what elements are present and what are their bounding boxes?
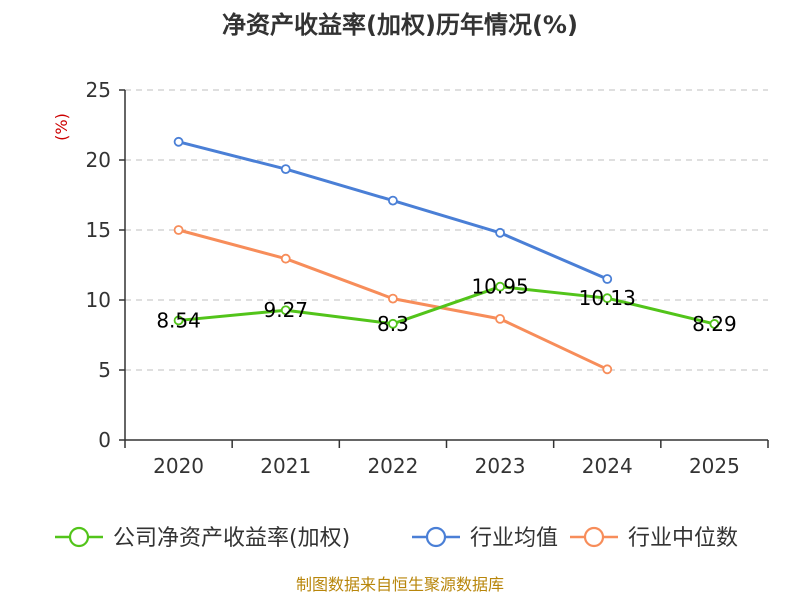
data-label: 8.54 [156,308,201,332]
data-point [495,281,505,292]
x-axis-ticks: 2020 2021 2022 2023 2024 2025 [124,440,769,478]
data-point [495,227,505,238]
axes [124,90,768,441]
x-tick-label: 2025 [689,454,740,478]
data-point [495,313,505,324]
chart-title: 净资产收益率(加权)历年情况(%) [222,11,578,39]
data-point [388,318,398,329]
data-label: 9.27 [263,298,308,322]
data-label: 8.3 [377,312,409,336]
y-tick-label: 15 [86,218,111,242]
y-axis-ticks: 0 5 10 15 20 25 [86,78,125,452]
x-tick-label: 2021 [260,454,311,478]
y-tick-label: 0 [98,428,111,452]
legend: 公司净资产收益率(加权) 行业均值 行业中位数 [55,526,738,551]
series-line [178,140,608,281]
data-label: 10.13 [579,286,636,310]
data-point [602,293,613,304]
y-tick-label: 25 [86,78,111,102]
data-point [173,225,184,235]
data-point [388,293,398,304]
data-label: 8.29 [692,312,737,336]
y-axis-unit: (%) [52,113,71,141]
legend-label: 行业中位数 [628,526,738,551]
series-1 [173,136,613,284]
series-0 [173,281,720,329]
data-point [388,195,398,206]
data-point [280,253,291,264]
y-tick-label: 20 [86,148,111,172]
data-point [602,274,613,284]
data-point [280,305,291,316]
x-tick-label: 2022 [367,454,418,478]
source-note: 制图数据来自恒生聚源数据库 [296,575,504,594]
data-point [173,315,184,326]
x-tick-label: 2024 [582,454,633,478]
data-point [709,319,720,329]
data-point [173,136,184,147]
legend-marker-icon [68,526,90,548]
legend-marker-icon [425,526,447,548]
legend-label: 行业均值 [470,526,558,551]
series-line [178,285,715,326]
x-tick-label: 2020 [153,454,204,478]
legend-item[interactable]: 行业中位数 [570,526,738,551]
legend-marker-icon [583,526,605,548]
data-labels: 8.54 9.27 8.3 10.95 10.13 8.29 [156,275,736,336]
legend-label: 公司净资产收益率(加权) [113,526,350,551]
series-2 [173,225,613,375]
grid-lines [125,89,768,371]
data-point [602,364,613,375]
data-point [280,164,291,175]
y-tick-label: 10 [86,288,111,312]
x-tick-label: 2023 [475,454,526,478]
legend-item[interactable]: 公司净资产收益率(加权) [55,526,350,551]
legend-item[interactable]: 行业均值 [412,526,558,551]
series-layer [173,136,720,375]
y-tick-label: 5 [98,358,111,382]
data-label: 10.95 [471,275,528,299]
